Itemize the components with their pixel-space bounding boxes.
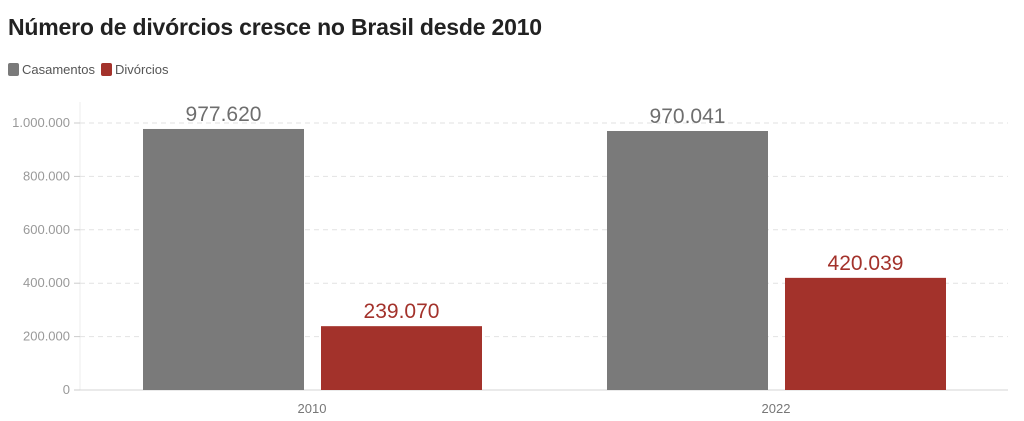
legend-label-divorcios: Divórcios: [114, 62, 169, 77]
y-tick-label: 600.000: [23, 222, 70, 237]
y-tick-label: 800.000: [23, 168, 70, 183]
data-label: 970.041: [650, 105, 726, 128]
data-label: 239.070: [364, 300, 440, 323]
y-tick-label: 0: [63, 382, 70, 397]
data-label: 420.039: [828, 252, 904, 275]
legend: Casamentos Divórcios: [8, 62, 174, 77]
x-tick-label: 2022: [762, 401, 791, 416]
x-tick-label: 2010: [298, 401, 327, 416]
legend-label-casamentos: Casamentos: [22, 62, 95, 77]
bar-casamentos-2022: [607, 130, 768, 390]
legend-item-divorcios[interactable]: Divórcios: [100, 62, 169, 77]
legend-item-casamentos[interactable]: Casamentos: [8, 62, 95, 77]
bar-casamentos-2010: [143, 128, 304, 390]
bar-divorcios-2022: [785, 277, 946, 390]
data-label: 977.620: [186, 103, 262, 126]
legend-swatch-divorcios: [100, 63, 112, 76]
y-tick-label: 200.000: [23, 329, 70, 344]
legend-swatch-casamentos: [8, 63, 19, 76]
bar-divorcios-2010: [321, 326, 482, 390]
y-tick-label: 400.000: [23, 275, 70, 290]
y-tick-label: 1.000.000: [12, 115, 70, 130]
chart-title: Número de divórcios cresce no Brasil des…: [8, 14, 542, 40]
